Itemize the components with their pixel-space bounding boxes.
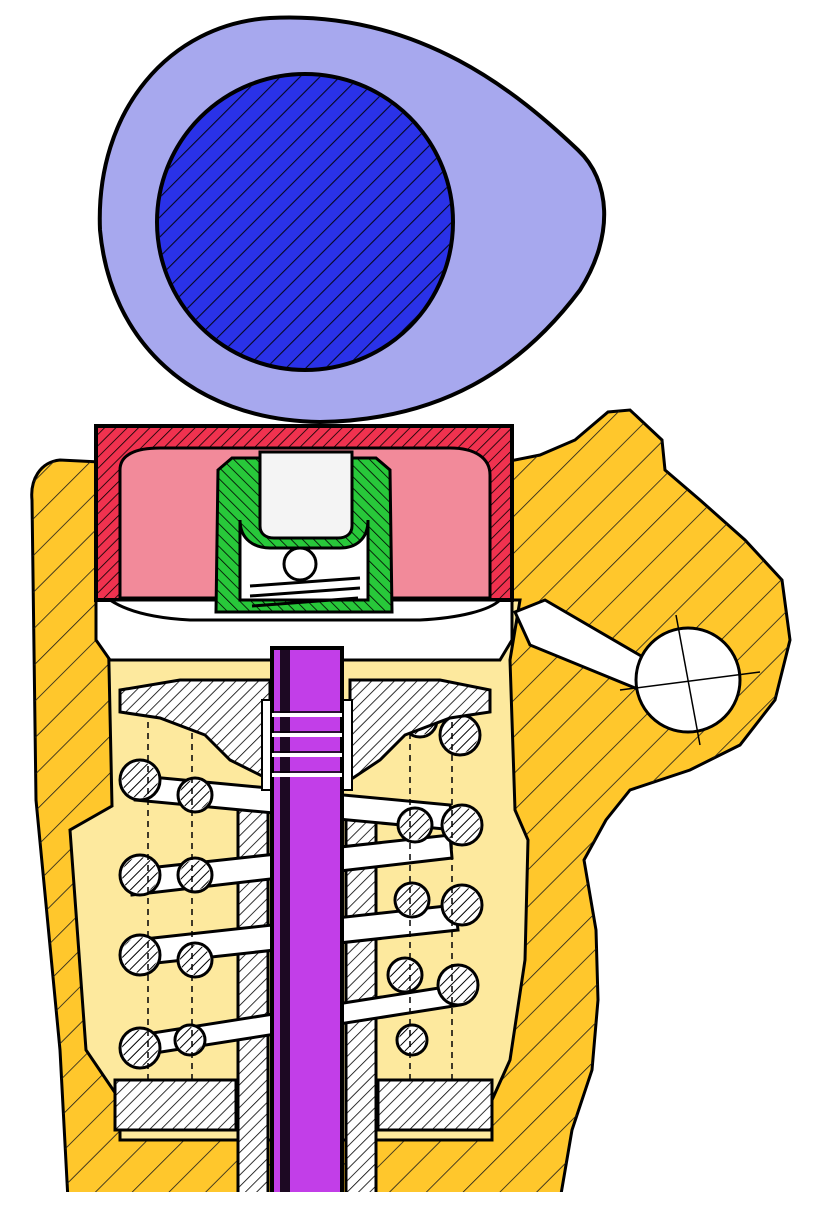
hydraulic-lash-adjuster <box>214 450 394 614</box>
valve-stem-grooves <box>272 713 342 777</box>
lash-adjuster-spring <box>249 576 361 608</box>
oil-passage <box>512 598 761 746</box>
spring-seat <box>113 1078 494 1132</box>
valve-stem <box>270 646 344 1206</box>
valve-stem-inner-left <box>280 648 290 1204</box>
camshaft <box>155 72 455 372</box>
spring-retainer <box>118 678 492 783</box>
oil-gallery-centerline-h <box>619 671 761 691</box>
spring-seat-left-hatch <box>115 1080 236 1130</box>
plunger <box>258 450 354 540</box>
spring-retainer-body-hatch <box>120 680 270 780</box>
oil-gallery-centerline-v <box>675 614 701 746</box>
camshaft-hatch <box>159 76 451 368</box>
bottom-margin <box>0 1192 817 1208</box>
spring-seat-right-hatch <box>378 1080 492 1130</box>
check-ball <box>282 546 318 582</box>
valve-stem-groove-edges <box>272 711 342 773</box>
spring-retainer-body-right-hatch <box>350 680 490 780</box>
spring-dashed-outline <box>147 700 453 1080</box>
